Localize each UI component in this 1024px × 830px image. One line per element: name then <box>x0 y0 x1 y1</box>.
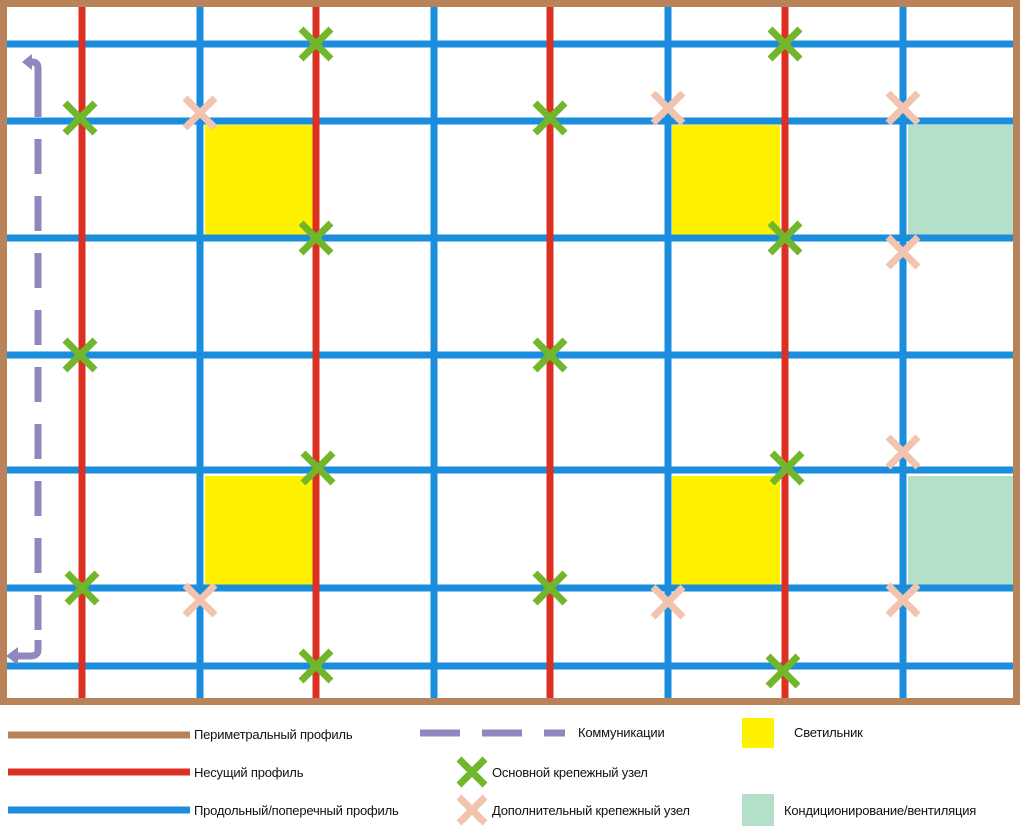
main-node-icon <box>298 648 334 684</box>
communications-bend <box>31 58 42 82</box>
legend-label-extra-node: Дополнительный крепежный узел <box>492 803 690 818</box>
arrow-left-icon <box>6 647 18 665</box>
communications-bend <box>18 640 42 660</box>
extra-node-icon <box>885 90 921 126</box>
extra-node-icon <box>885 434 921 470</box>
main-node-icon <box>532 570 568 606</box>
legend-label-communications: Коммуникации <box>578 725 665 740</box>
main-node-icon <box>298 220 334 256</box>
main-node-icon <box>767 26 803 62</box>
main-node-icon <box>769 450 805 486</box>
main-node-icon <box>767 220 803 256</box>
extra-node-icon <box>650 584 686 620</box>
hvac-panel <box>908 125 1016 235</box>
legend-lamp-swatch <box>742 718 774 748</box>
lamp-panel <box>205 476 313 586</box>
legend-label-perimeter: Периметральный профиль <box>194 727 353 742</box>
extra-node-icon <box>650 90 686 126</box>
legend-hvac-swatch <box>742 794 774 826</box>
extra-node-icon <box>885 234 921 270</box>
legend-label-longitudinal: Продольный/поперечный профиль <box>194 803 399 818</box>
arrow-up-left-icon <box>22 54 32 70</box>
hvac-panel <box>908 476 1016 586</box>
lamp-panel <box>672 476 780 586</box>
main-node-icon <box>300 450 336 486</box>
main-node-icon <box>532 100 568 136</box>
extra-node-icon <box>885 582 921 618</box>
main-node-icon <box>62 100 98 136</box>
legend-label-lamp: Светильник <box>794 725 863 740</box>
legend-label-bearing: Несущий профиль <box>194 765 304 780</box>
legend-label-hvac: Кондиционирование/вентиляция <box>784 803 977 818</box>
lamp-panel <box>205 125 313 235</box>
extra-node-icon <box>182 582 218 618</box>
perimeter-profile <box>0 0 1020 705</box>
main-node-icon <box>298 26 334 62</box>
main-node-icon <box>64 570 100 606</box>
lamp-panel <box>672 125 780 235</box>
legend-extra-node-icon <box>456 794 488 826</box>
main-node-icon <box>765 653 801 689</box>
extra-node-icon <box>182 95 218 131</box>
legend-label-main-node: Основной крепежный узел <box>492 765 648 780</box>
legend-main-node-icon <box>456 756 488 788</box>
main-node-icon <box>62 337 98 373</box>
main-node-icon <box>532 337 568 373</box>
